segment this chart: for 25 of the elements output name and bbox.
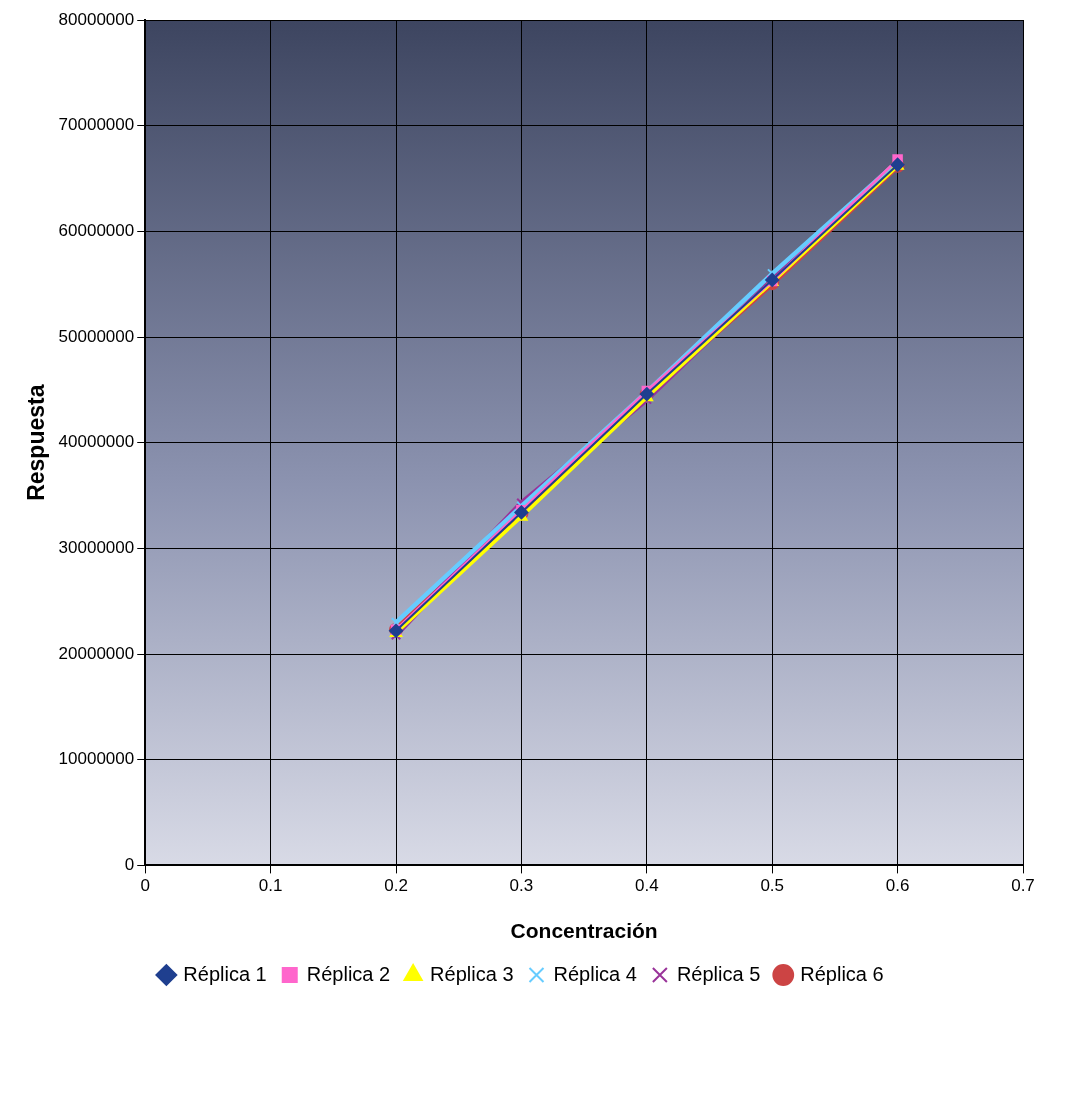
legend-label: Réplica 3 — [430, 962, 514, 985]
legend-label: Réplica 5 — [676, 962, 761, 985]
y-tick-label: 30000000 — [58, 538, 135, 558]
y-axis-title: Respuesta — [23, 384, 50, 501]
y-tick-label: 70000000 — [58, 115, 135, 135]
x-tick-label: 0 — [140, 876, 150, 896]
y-tick-label: 60000000 — [58, 221, 135, 241]
y-tick-label: 80000000 — [58, 9, 135, 29]
y-tick-label: 10000000 — [58, 749, 135, 769]
x-tick-label: 0.5 — [760, 876, 785, 896]
x-tick-label: 0.7 — [1011, 876, 1035, 896]
legend-label: Réplica 6 — [800, 962, 884, 985]
x-tick-label: 0.2 — [384, 876, 408, 896]
x-tick-label: 0.1 — [258, 876, 283, 896]
legend-label: Réplica 1 — [183, 962, 267, 985]
x-tick-label: 0.4 — [635, 876, 659, 896]
x-tick-label: 0.3 — [509, 876, 534, 896]
legend-label: Réplica 2 — [306, 962, 391, 985]
y-tick-label: 50000000 — [58, 326, 135, 346]
x-tick-label: 0.6 — [885, 876, 910, 896]
legend-label: Réplica 4 — [553, 962, 637, 985]
y-tick-label: 20000000 — [58, 643, 135, 663]
y-tick-label: 0 — [124, 855, 135, 875]
y-tick-label: 40000000 — [58, 432, 135, 452]
x-axis-title: Concentración — [510, 919, 658, 943]
